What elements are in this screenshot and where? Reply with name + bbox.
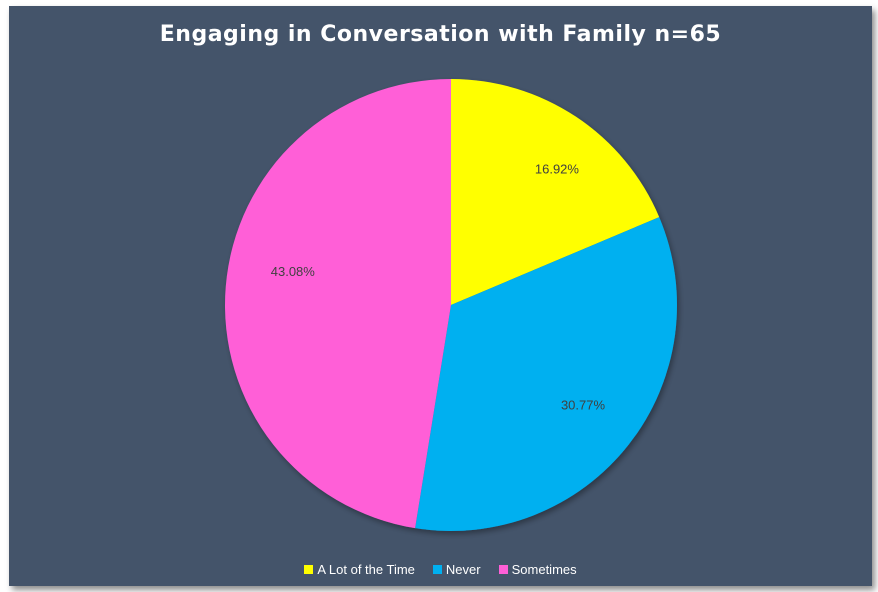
data-label-sometimes: 43.08% [271, 264, 316, 279]
pie-slice-never [415, 217, 677, 531]
legend-item-a-lot-of-the-time: A Lot of the Time [304, 562, 415, 577]
pie-chart: 16.92% 30.77% 43.08% [224, 79, 677, 531]
legend-swatch [432, 565, 442, 574]
data-label-a-lot-of-the-time: 16.92% [535, 161, 580, 176]
pie-slice-a-lot-of-the-time [451, 79, 660, 305]
legend-swatch [304, 565, 314, 574]
legend-item-sometimes: Sometimes [498, 562, 577, 577]
legend-item-never: Never [432, 562, 481, 577]
data-label-never: 30.77% [561, 397, 606, 412]
legend-label: Never [445, 562, 481, 577]
legend-label: A Lot of the Time [317, 562, 415, 577]
chart-area: Engaging in Conversation with Family n=6… [9, 6, 872, 586]
legend-swatch [498, 565, 508, 574]
legend-label: Sometimes [511, 562, 577, 577]
pie-slice-sometimes [224, 79, 451, 529]
chart-legend: A Lot of the Time Never Sometimes [9, 562, 872, 577]
chart-title: Engaging in Conversation with Family n=6… [159, 22, 722, 47]
